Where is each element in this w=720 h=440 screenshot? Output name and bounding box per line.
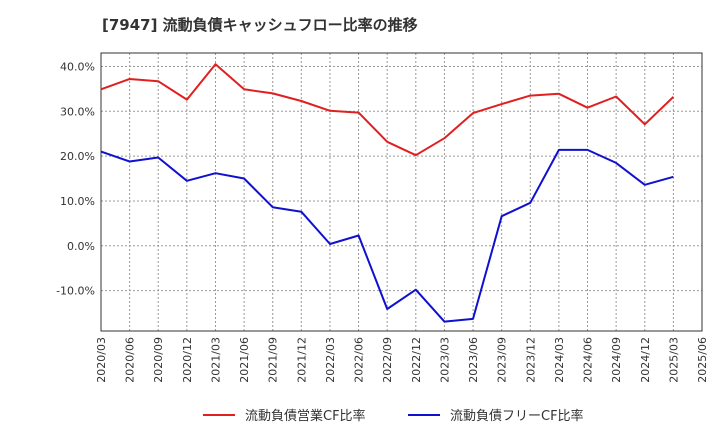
y-tick-label: 30.0% <box>60 105 95 118</box>
y-tick-label: 20.0% <box>60 150 95 163</box>
x-tick-label: 2022/12 <box>410 337 423 383</box>
x-tick-label: 2020/06 <box>124 337 137 383</box>
y-tick-label: 10.0% <box>60 195 95 208</box>
x-tick-label: 2021/06 <box>238 337 251 383</box>
legend-label-1: 流動負債営業CF比率 <box>245 408 366 424</box>
x-tick-label: 2023/09 <box>496 337 509 383</box>
y-tick-label: -10.0% <box>56 285 95 298</box>
x-tick-label: 2022/09 <box>381 337 394 383</box>
x-tick-label: 2024/12 <box>639 337 652 383</box>
x-tick-label: 2022/03 <box>324 337 337 383</box>
x-tick-label: 2020/03 <box>95 337 108 383</box>
x-tick-label: 2023/06 <box>467 337 480 383</box>
x-tick-label: 2022/06 <box>353 337 366 383</box>
x-tick-label: 2023/12 <box>524 337 537 383</box>
x-tick-label: 2021/03 <box>209 337 222 383</box>
plot-frame <box>100 52 703 332</box>
x-tick-label: 2025/03 <box>667 337 680 383</box>
x-tick-label: 2020/09 <box>152 337 165 383</box>
y-tick-label: 40.0% <box>60 60 95 73</box>
x-tick-label: 2025/06 <box>696 337 709 383</box>
legend-label-2: 流動負債フリーCF比率 <box>450 408 584 424</box>
series-line-1 <box>100 63 675 157</box>
x-tick-label: 2024/09 <box>610 337 623 383</box>
x-tick-label: 2021/09 <box>267 337 280 383</box>
series-line-2 <box>100 148 674 323</box>
x-tick-label: 2020/12 <box>181 337 194 383</box>
y-tick-label: 0.0% <box>67 240 95 253</box>
x-tick-label: 2024/03 <box>553 337 566 383</box>
x-tick-label: 2024/06 <box>582 337 595 383</box>
x-tick-label: 2023/03 <box>438 337 451 383</box>
chart-title: [7947] 流動負債キャッシュフロー比率の推移 <box>102 16 418 34</box>
x-tick-label: 2021/12 <box>295 337 308 383</box>
